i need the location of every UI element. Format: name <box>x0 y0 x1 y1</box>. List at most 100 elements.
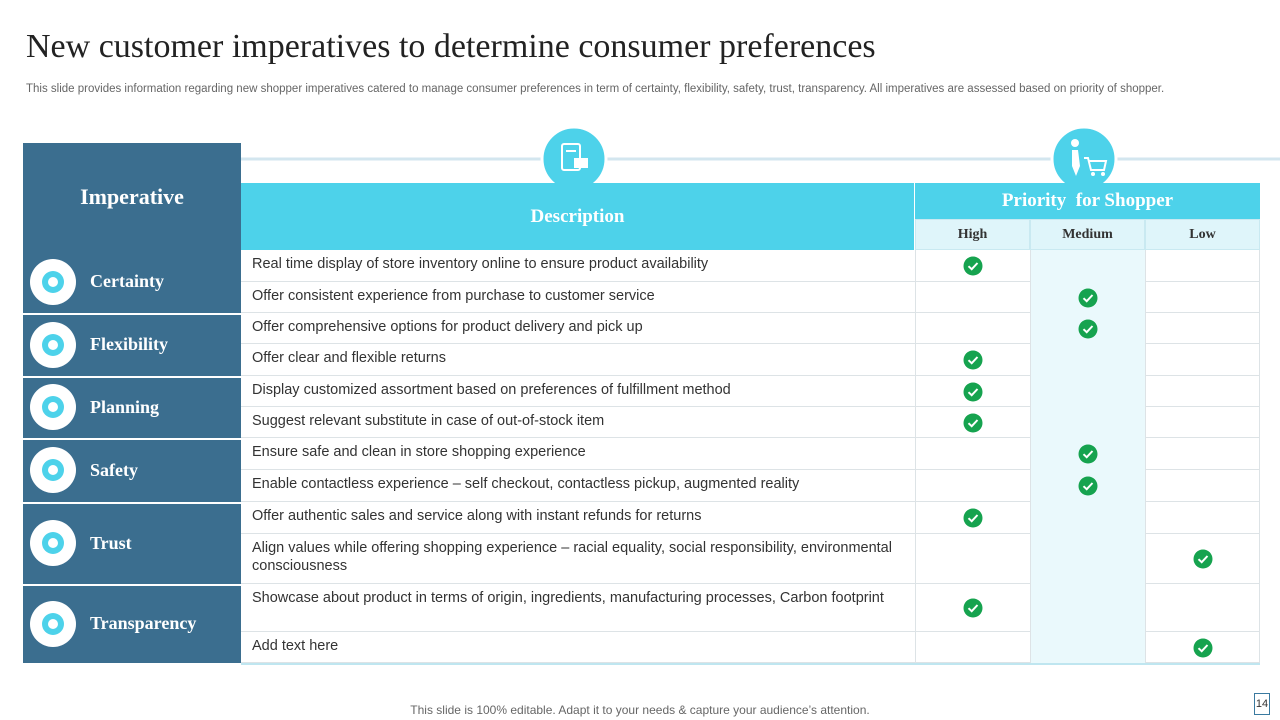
icon-glyph <box>42 612 64 635</box>
medium-column <box>1030 584 1145 632</box>
row-description: Display customized assortment based on p… <box>252 382 731 398</box>
priority-header: Priority for Shopper <box>915 183 1260 219</box>
check-icon <box>1078 476 1097 496</box>
imperative-icon <box>30 384 76 430</box>
imperative-icon <box>30 520 76 566</box>
cell-border <box>1030 344 1145 376</box>
row-background <box>241 250 1260 282</box>
priority-check <box>963 508 983 528</box>
priority-check <box>1078 288 1098 308</box>
cell-border <box>1145 407 1260 438</box>
cell-border <box>1030 438 1145 470</box>
medium-column <box>1030 534 1145 584</box>
row-description: Enable contactless experience – self che… <box>252 476 800 492</box>
cell-border <box>915 282 1030 313</box>
imperative-header: Imperative <box>23 143 241 250</box>
icon-glyph <box>42 270 64 293</box>
imperative-icon <box>30 258 76 305</box>
row-description: Offer clear and flexible returns <box>252 350 446 366</box>
cell-border <box>1030 632 1145 663</box>
row-description: Offer consistent experience from purchas… <box>252 288 655 304</box>
check-icon <box>1078 319 1097 338</box>
imperative-name: Transparency <box>90 613 197 633</box>
cell-border <box>1030 584 1145 632</box>
imperative-icon <box>30 600 76 647</box>
cell-border <box>1145 470 1260 502</box>
icon-glyph <box>42 396 64 418</box>
cell-border <box>1145 344 1260 376</box>
row-background <box>241 376 1260 407</box>
icon-glyph <box>42 333 64 356</box>
row-background <box>241 344 1260 376</box>
row-description: Showcase about product in terms of origi… <box>252 590 884 606</box>
page-number: 14 <box>1254 693 1270 715</box>
check-icon <box>963 350 982 370</box>
cell-border <box>1030 470 1145 502</box>
cell-border <box>1145 584 1260 632</box>
medium-column <box>1030 376 1145 407</box>
priority-check <box>1078 476 1098 496</box>
priority-check <box>1193 549 1213 569</box>
imperative-name: Planning <box>90 396 160 417</box>
row-background <box>241 313 1260 344</box>
row-background <box>241 282 1260 313</box>
imperative-icon <box>30 321 76 368</box>
cell-border <box>915 438 1030 470</box>
row-background <box>241 438 1260 470</box>
priority-level-header: High <box>915 219 1030 250</box>
priority-check <box>1193 638 1213 658</box>
check-icon <box>963 508 982 528</box>
check-icon <box>1193 549 1212 569</box>
footer-note: This slide is 100% editable. Adapt it to… <box>410 703 870 717</box>
check-icon <box>963 382 982 401</box>
cell-border <box>1145 376 1260 407</box>
icon-glyph <box>42 532 64 554</box>
cell-border <box>915 250 1030 282</box>
cell-border <box>1030 282 1145 313</box>
cell-border <box>915 313 1030 344</box>
priority-level-header: Medium <box>1030 219 1145 250</box>
cell-border <box>1145 250 1260 282</box>
subtitle: This slide provides information regardin… <box>26 83 1165 95</box>
row-background <box>241 584 1260 632</box>
row-description: Add text here <box>252 638 339 654</box>
priority-check <box>963 598 983 618</box>
cell-border <box>915 470 1030 502</box>
priority-check <box>963 413 983 433</box>
priority-check <box>963 256 983 276</box>
cell-border <box>1030 376 1145 407</box>
cell-border <box>1145 313 1260 344</box>
row-description: Real time display of store inventory onl… <box>252 256 709 272</box>
cell-border <box>1030 534 1145 584</box>
check-icon <box>963 256 982 276</box>
check-icon <box>1193 638 1212 657</box>
priority-check <box>1078 444 1098 464</box>
cell-border <box>915 344 1030 376</box>
icon-glyph <box>42 459 64 481</box>
row-description: Offer comprehensive options for product … <box>252 319 643 335</box>
cell-border <box>1145 534 1260 584</box>
row-background <box>241 470 1260 502</box>
imperative-name: Certainty <box>90 271 164 291</box>
cell-border <box>1145 632 1260 663</box>
cell-border <box>915 584 1030 632</box>
cell-border <box>915 534 1030 584</box>
check-icon <box>1078 444 1097 464</box>
description-header: Description <box>241 183 915 250</box>
row-description: Ensure safe and clean in store shopping … <box>252 444 586 460</box>
imperative-name: Trust <box>90 532 132 553</box>
check-icon <box>963 598 982 618</box>
cell-border <box>1145 438 1260 470</box>
medium-column <box>1030 632 1145 663</box>
row-description: Offer authentic sales and service along … <box>252 508 702 524</box>
cell-border <box>915 632 1030 663</box>
row-background <box>241 534 1260 584</box>
row-background <box>241 502 1260 534</box>
title: New customer imperatives to determine co… <box>26 28 876 65</box>
medium-column <box>1030 250 1145 282</box>
imperative-icon <box>30 447 76 493</box>
cell-border <box>915 502 1030 534</box>
cell-border <box>1030 250 1145 282</box>
